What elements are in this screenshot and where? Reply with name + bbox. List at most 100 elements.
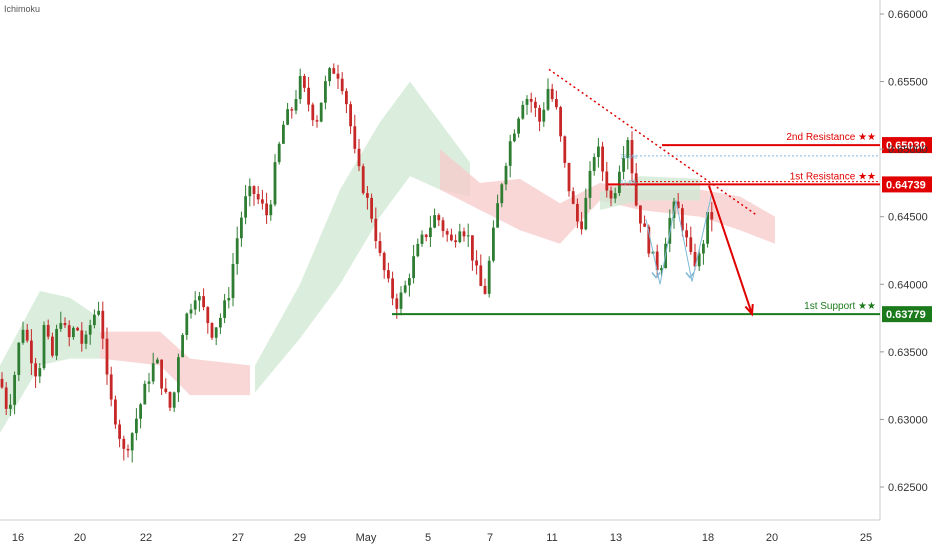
trendline xyxy=(548,68,758,216)
candle-body xyxy=(84,334,88,344)
candle-body xyxy=(181,334,184,358)
candle-body xyxy=(697,253,701,267)
candle-body xyxy=(294,99,298,111)
indicator-label: Ichimoku xyxy=(4,4,41,14)
candle-body xyxy=(46,324,50,337)
price-axis[interactable]: 0.62500 0.63000 0.63500 0.64000 0.64500 0.650… xyxy=(880,9,928,494)
candle-body xyxy=(382,252,386,271)
candle-body xyxy=(391,278,394,299)
candle-body xyxy=(420,234,424,244)
candle-body xyxy=(42,324,46,369)
x-tick-label: May xyxy=(356,532,377,544)
candle-body xyxy=(248,186,252,197)
candle-body xyxy=(702,243,705,254)
candle-body xyxy=(630,140,634,174)
candle-body xyxy=(198,296,201,301)
candle-body xyxy=(315,120,319,122)
candle-body xyxy=(513,133,516,142)
candle-body xyxy=(521,104,525,119)
candle-body xyxy=(710,212,714,220)
price-badge[interactable] xyxy=(882,306,932,323)
candle-body xyxy=(471,235,474,261)
candle-body xyxy=(429,227,432,238)
candle-body xyxy=(185,313,189,335)
candle-body xyxy=(454,240,457,243)
candle-body xyxy=(97,310,100,315)
candle-body xyxy=(403,285,407,293)
price-badge[interactable] xyxy=(882,176,932,193)
candle-body xyxy=(80,330,84,344)
candle-body xyxy=(366,193,369,198)
y-tick-label: 0.65000 xyxy=(888,144,928,156)
candle-body xyxy=(298,76,302,100)
candle-body xyxy=(340,78,344,92)
candle-body xyxy=(525,98,529,105)
price-badge-value: 0.65030 xyxy=(886,140,926,152)
candle-body xyxy=(269,204,273,216)
ichimoku-cloud xyxy=(0,81,775,433)
candle-body xyxy=(126,448,130,451)
candle-body xyxy=(332,68,336,74)
candle-body xyxy=(555,99,558,108)
candle-body xyxy=(483,285,487,294)
y-tick-label: 0.64000 xyxy=(888,279,928,291)
candle-body xyxy=(643,223,646,227)
fib-label: 78.6% xyxy=(620,155,638,161)
candle-body xyxy=(13,374,16,405)
cloud-bullish xyxy=(255,81,470,393)
time-axis[interactable]: 16 20 22 27 29 May 5 7 11 13 18 20 25 xyxy=(12,532,872,544)
candle-body xyxy=(681,208,684,231)
candle-body xyxy=(538,107,541,122)
x-tick-label: 29 xyxy=(294,532,306,544)
candle-body xyxy=(395,298,399,309)
candle-body xyxy=(240,217,243,239)
candle-body xyxy=(235,238,239,265)
candle-body xyxy=(63,322,67,326)
candle-body xyxy=(130,433,134,451)
y-tick-label: 0.66000 xyxy=(888,9,928,21)
candle-body xyxy=(244,196,247,218)
candle-body xyxy=(605,171,609,191)
candle-body xyxy=(139,404,142,419)
candle-body xyxy=(571,191,575,204)
candle-body xyxy=(504,165,508,185)
candle-body xyxy=(353,126,357,149)
candle-body xyxy=(105,338,109,375)
candle-body xyxy=(286,109,289,125)
candle-body xyxy=(265,203,268,216)
x-tick-label: 22 xyxy=(140,532,152,544)
candle-body xyxy=(534,101,537,108)
candle-body xyxy=(660,268,663,271)
candle-body xyxy=(592,157,596,171)
candle-body xyxy=(156,359,159,364)
price-badge-value: 0.63779 xyxy=(886,309,926,321)
candle-body xyxy=(256,193,260,200)
candle-body xyxy=(546,88,550,110)
candle-body xyxy=(706,212,709,244)
candle-body xyxy=(172,392,176,408)
candle-body xyxy=(647,226,651,254)
candle-body xyxy=(576,203,579,222)
candle-body xyxy=(500,184,504,204)
candle-body xyxy=(408,278,411,286)
candle-body xyxy=(231,264,235,299)
resistance-label: 1st Resistance ★★ xyxy=(790,171,876,182)
candle-body xyxy=(466,235,470,237)
candle-body xyxy=(584,197,588,230)
candle-body xyxy=(613,193,617,199)
candle-body xyxy=(475,260,478,266)
down-chevron-icon xyxy=(651,272,661,279)
y-tick-label: 0.64500 xyxy=(888,212,928,224)
levels: 2nd Resistance ★★ 0.65030 1st Resistance ★… xyxy=(392,132,932,323)
candle-body xyxy=(0,378,4,388)
arrowhead-icon xyxy=(744,303,754,317)
candle-body xyxy=(349,104,352,127)
candle-body xyxy=(168,392,172,408)
candle-body xyxy=(76,327,79,331)
candle-body xyxy=(639,205,642,224)
candle-body xyxy=(135,418,138,434)
price-badge[interactable] xyxy=(882,137,932,154)
candle-body xyxy=(387,270,390,279)
